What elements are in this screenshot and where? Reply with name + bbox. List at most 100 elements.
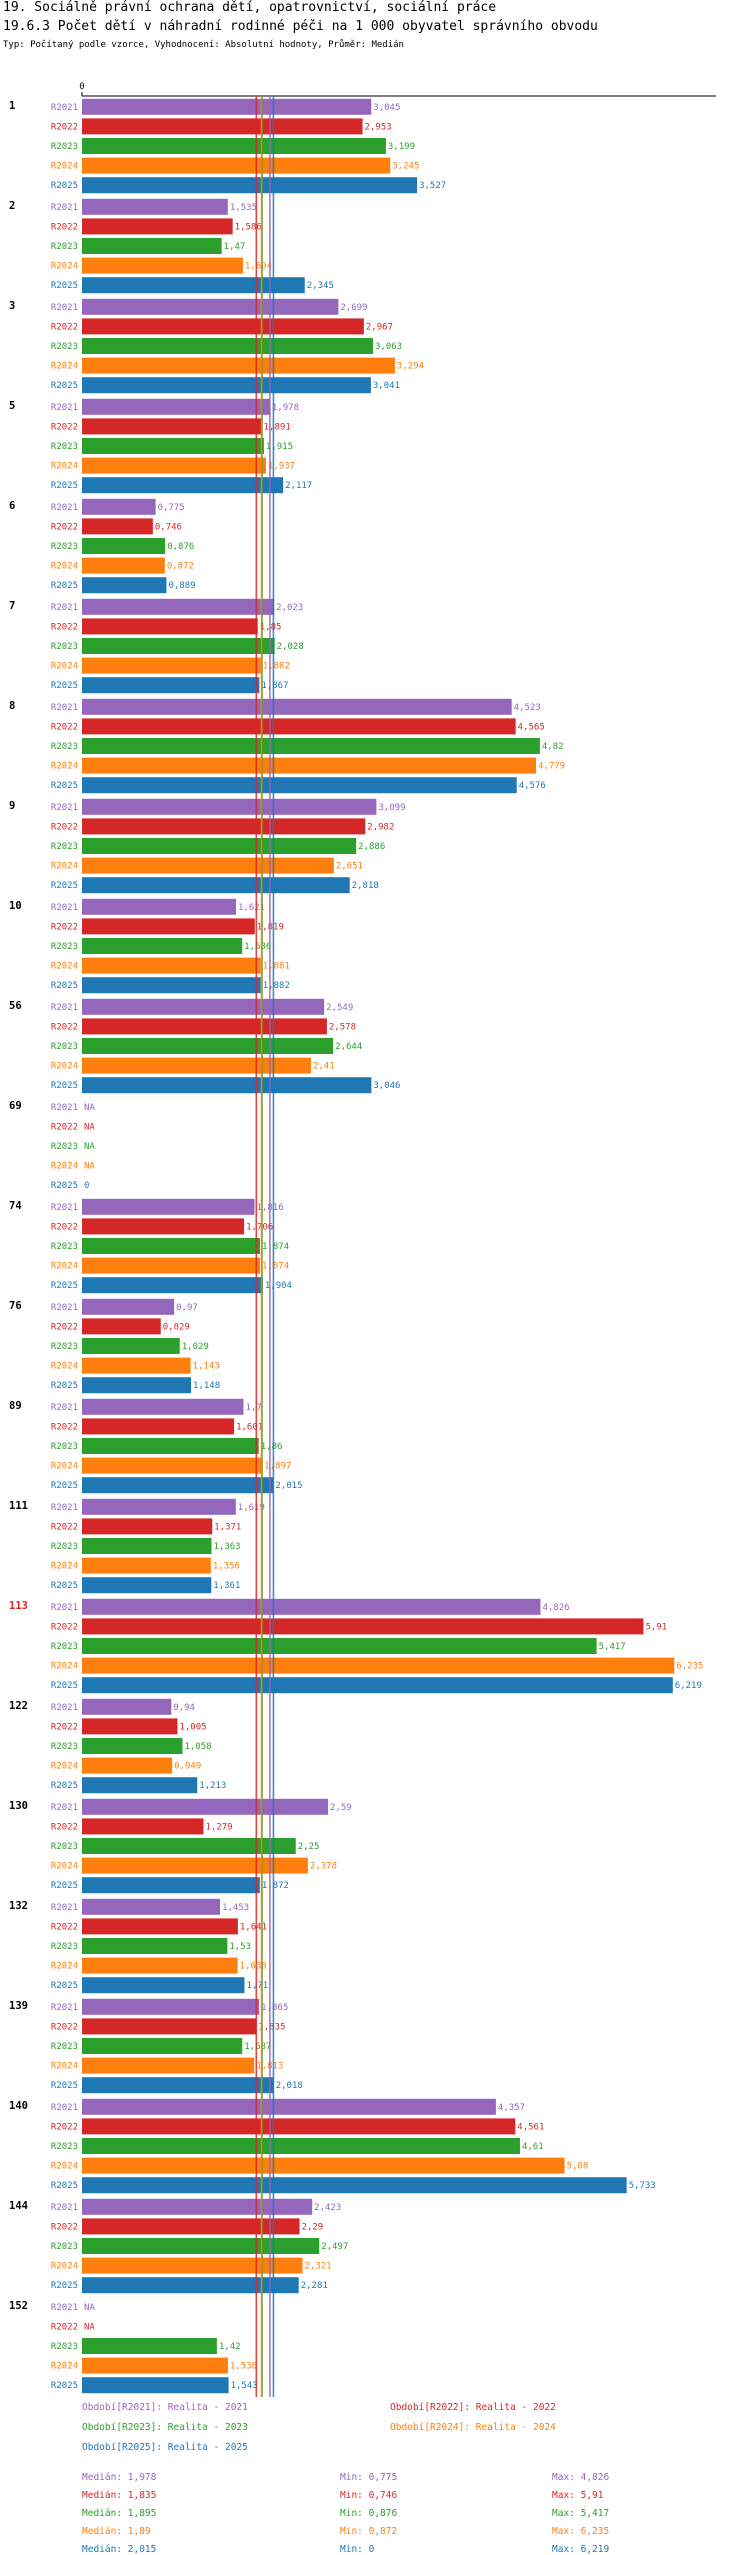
bar — [82, 318, 364, 335]
group-label: 8 — [9, 700, 15, 712]
bar — [82, 2257, 303, 2274]
series-label: R2025 — [51, 1981, 78, 1991]
series-label: R2025 — [51, 981, 78, 991]
bar — [82, 677, 260, 694]
series-label: R2021 — [51, 203, 78, 213]
data-label: 3,245 — [392, 162, 419, 172]
bar — [82, 338, 373, 354]
legend-max: Max: 5,91 — [552, 2490, 604, 2501]
bar — [82, 2138, 520, 2154]
bar — [82, 738, 540, 754]
series-label: R2022 — [51, 1422, 78, 1432]
legend-max: Max: 6,219 — [552, 2544, 610, 2555]
series-label: R2021 — [51, 1003, 78, 1013]
series-label: R2022 — [51, 1222, 78, 1232]
bar — [82, 1718, 178, 1735]
data-label: 1,42 — [219, 2342, 241, 2352]
bar — [82, 1477, 274, 1494]
bar — [82, 577, 167, 594]
bar — [82, 357, 395, 374]
data-label: 5,733 — [629, 2181, 656, 2191]
legend-period: Období[R2022]: Realita - 2022 — [390, 2402, 556, 2413]
series-label: R2022 — [51, 1922, 78, 1932]
bar — [82, 2357, 228, 2374]
series-label: R2025 — [51, 781, 78, 791]
group-label: 7 — [9, 600, 15, 612]
bar — [82, 638, 275, 654]
data-label: NA — [84, 2322, 95, 2332]
data-label: 1,867 — [261, 681, 288, 691]
data-label: 1,835 — [258, 2022, 285, 2032]
bar — [82, 398, 270, 415]
bar — [82, 1298, 175, 1315]
data-label: 1,213 — [199, 1781, 226, 1791]
data-label: 6,219 — [675, 1681, 702, 1691]
bar — [82, 618, 258, 635]
series-label: R2024 — [51, 2262, 78, 2272]
series-label: R2022 — [51, 122, 78, 132]
series-label: R2023 — [51, 1142, 78, 1152]
bar — [82, 838, 357, 854]
data-label: 1,371 — [214, 1522, 241, 1532]
bar — [82, 938, 243, 954]
series-label: R2025 — [51, 1881, 78, 1891]
data-label: 1,706 — [246, 1222, 273, 1232]
series-label: R2024 — [51, 562, 78, 572]
series-label: R2025 — [51, 2281, 78, 2291]
bar — [82, 1677, 673, 1694]
bar — [82, 457, 267, 474]
series-label: R2023 — [51, 742, 78, 752]
bar — [82, 1998, 260, 2015]
series-label: R2021 — [51, 303, 78, 313]
series-label: R2022 — [51, 722, 78, 732]
legend-median: Medián: 1,89 — [82, 2526, 151, 2537]
data-label: 4,779 — [538, 762, 565, 772]
data-label: 2,699 — [340, 303, 367, 313]
data-label: 2,29 — [302, 2222, 324, 2232]
data-label: 3,041 — [373, 381, 400, 391]
bar — [82, 1738, 183, 1754]
data-label: 1,536 — [230, 2362, 257, 2372]
bar-chart: 0 1 R2021 3,045 R2022 2,953 R2023 3,199 R2024 3,2… — [9, 82, 716, 2397]
bar — [82, 898, 236, 915]
legend-period: Období[R2023]: Realita - 2023 — [82, 2422, 248, 2433]
legend-median: Medián: 2,015 — [82, 2544, 157, 2555]
bar — [82, 718, 516, 735]
data-label: 1,978 — [272, 403, 299, 413]
series-label: R2021 — [51, 2303, 78, 2313]
data-label: 0,876 — [167, 542, 194, 552]
bar — [82, 1498, 236, 1515]
series-label: R2022 — [51, 522, 78, 532]
bar — [82, 1198, 255, 1215]
bar — [82, 1457, 263, 1474]
data-label: 2,982 — [367, 822, 394, 832]
series-label: R2023 — [51, 442, 78, 452]
series-label: R2023 — [51, 2242, 78, 2252]
data-label: 1,71 — [246, 1981, 268, 1991]
bar — [82, 418, 262, 435]
series-label: R2022 — [51, 1122, 78, 1132]
group-label: 152 — [9, 2300, 28, 2312]
bar — [82, 1938, 228, 1954]
bar — [82, 2157, 565, 2174]
group-label: 56 — [9, 1000, 22, 1012]
legend-period: Období[R2025]: Realita - 2025 — [82, 2442, 248, 2453]
series-label: R2024 — [51, 1362, 78, 1372]
series-label: R2021 — [51, 2103, 78, 2113]
data-label: 1,621 — [238, 903, 265, 913]
series-label: R2023 — [51, 1542, 78, 1552]
series-label: R2023 — [51, 1342, 78, 1352]
bar — [82, 877, 350, 894]
bar — [82, 257, 243, 274]
bar — [82, 2277, 299, 2294]
bar — [82, 1518, 213, 1535]
bar — [82, 1338, 180, 1354]
data-label: 1,005 — [179, 1722, 206, 1732]
data-label: 2,023 — [276, 603, 303, 613]
bar — [82, 2198, 313, 2215]
series-label: R2023 — [51, 242, 78, 252]
data-label: 1,47 — [224, 242, 246, 252]
data-label: 1,904 — [265, 1281, 292, 1291]
bar — [82, 1918, 238, 1935]
series-label: R2025 — [51, 2181, 78, 2191]
